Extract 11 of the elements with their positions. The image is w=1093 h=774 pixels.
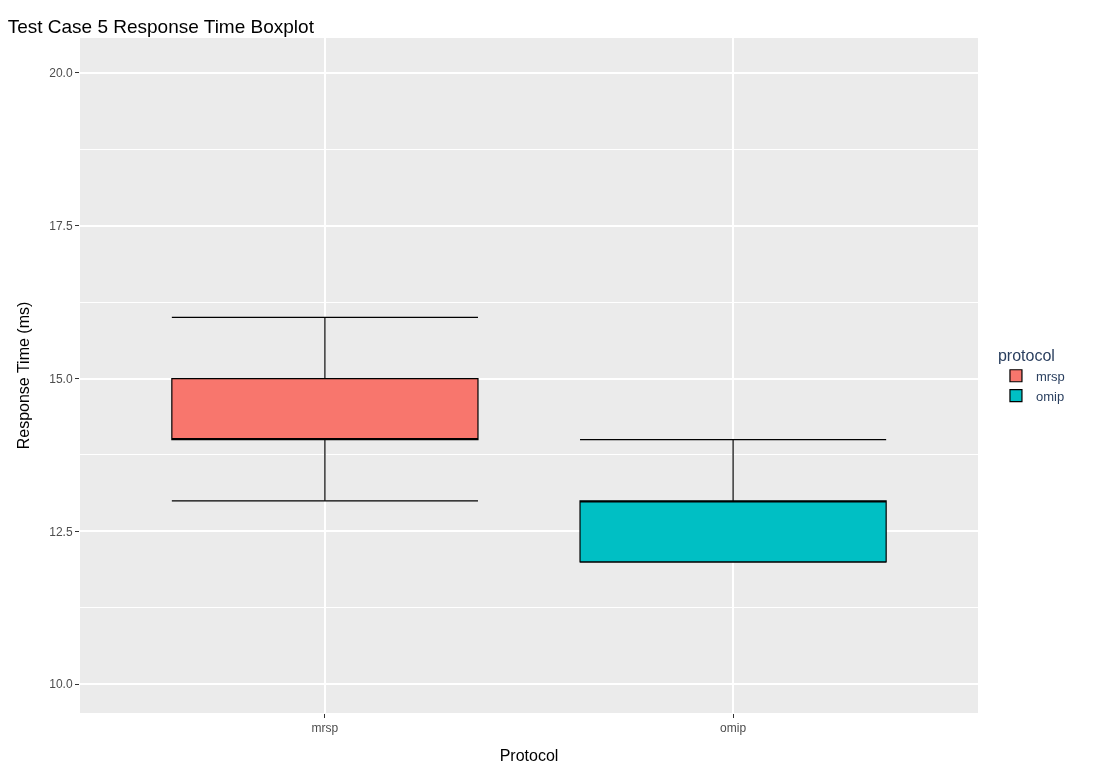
x-axis-title: Protocol [499,747,559,765]
y-tick-label: 20.0 [49,66,73,81]
y-tick-label: 15.0 [49,371,73,386]
y-tick-label: 10.0 [49,677,73,692]
chart-title: Test Case 5 Response Time Boxplot [7,15,315,37]
y-axis-title: Response Time (ms) [15,301,33,450]
legend-label: mrsp [1035,368,1065,384]
legend-label: omip [1035,388,1065,404]
y-tick-label: 17.5 [49,218,73,233]
legend-title: protocol [997,346,1055,364]
y-tick-label: 12.5 [49,524,73,539]
